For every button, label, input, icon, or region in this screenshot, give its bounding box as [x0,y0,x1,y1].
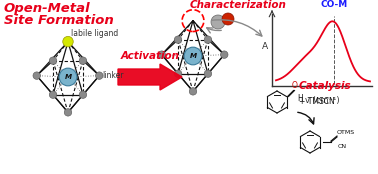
Circle shape [189,88,197,95]
Circle shape [96,72,103,79]
Circle shape [59,68,77,86]
Circle shape [174,70,182,77]
Circle shape [33,72,40,79]
Circle shape [211,15,225,29]
Text: Open-Metal: Open-Metal [4,2,91,15]
Circle shape [79,91,87,98]
Text: + TMSCN: + TMSCN [299,97,335,106]
Circle shape [63,36,73,47]
Text: v (cm⁻¹): v (cm⁻¹) [305,96,339,105]
Circle shape [79,57,87,64]
Circle shape [220,51,228,58]
Polygon shape [118,64,182,90]
Text: M: M [189,53,197,59]
Text: H: H [297,94,303,103]
Text: Activation: Activation [121,51,180,61]
Text: OTMS: OTMS [337,130,355,135]
Text: Characterization: Characterization [189,0,287,10]
Circle shape [204,70,212,77]
Circle shape [174,36,182,44]
Text: M: M [64,74,71,80]
Text: labile ligand: labile ligand [71,29,118,38]
Text: Site Formation: Site Formation [4,14,114,27]
Circle shape [64,109,72,116]
Text: O: O [291,81,297,89]
Text: linker: linker [102,71,124,80]
Circle shape [49,57,57,64]
Circle shape [204,36,212,44]
Circle shape [184,47,202,65]
Text: Catalysis: Catalysis [299,81,351,91]
Text: A: A [262,42,268,51]
Text: CO-M: CO-M [321,0,348,9]
Circle shape [222,13,234,25]
Circle shape [49,91,57,98]
Circle shape [158,51,166,58]
Text: CN: CN [338,144,347,149]
